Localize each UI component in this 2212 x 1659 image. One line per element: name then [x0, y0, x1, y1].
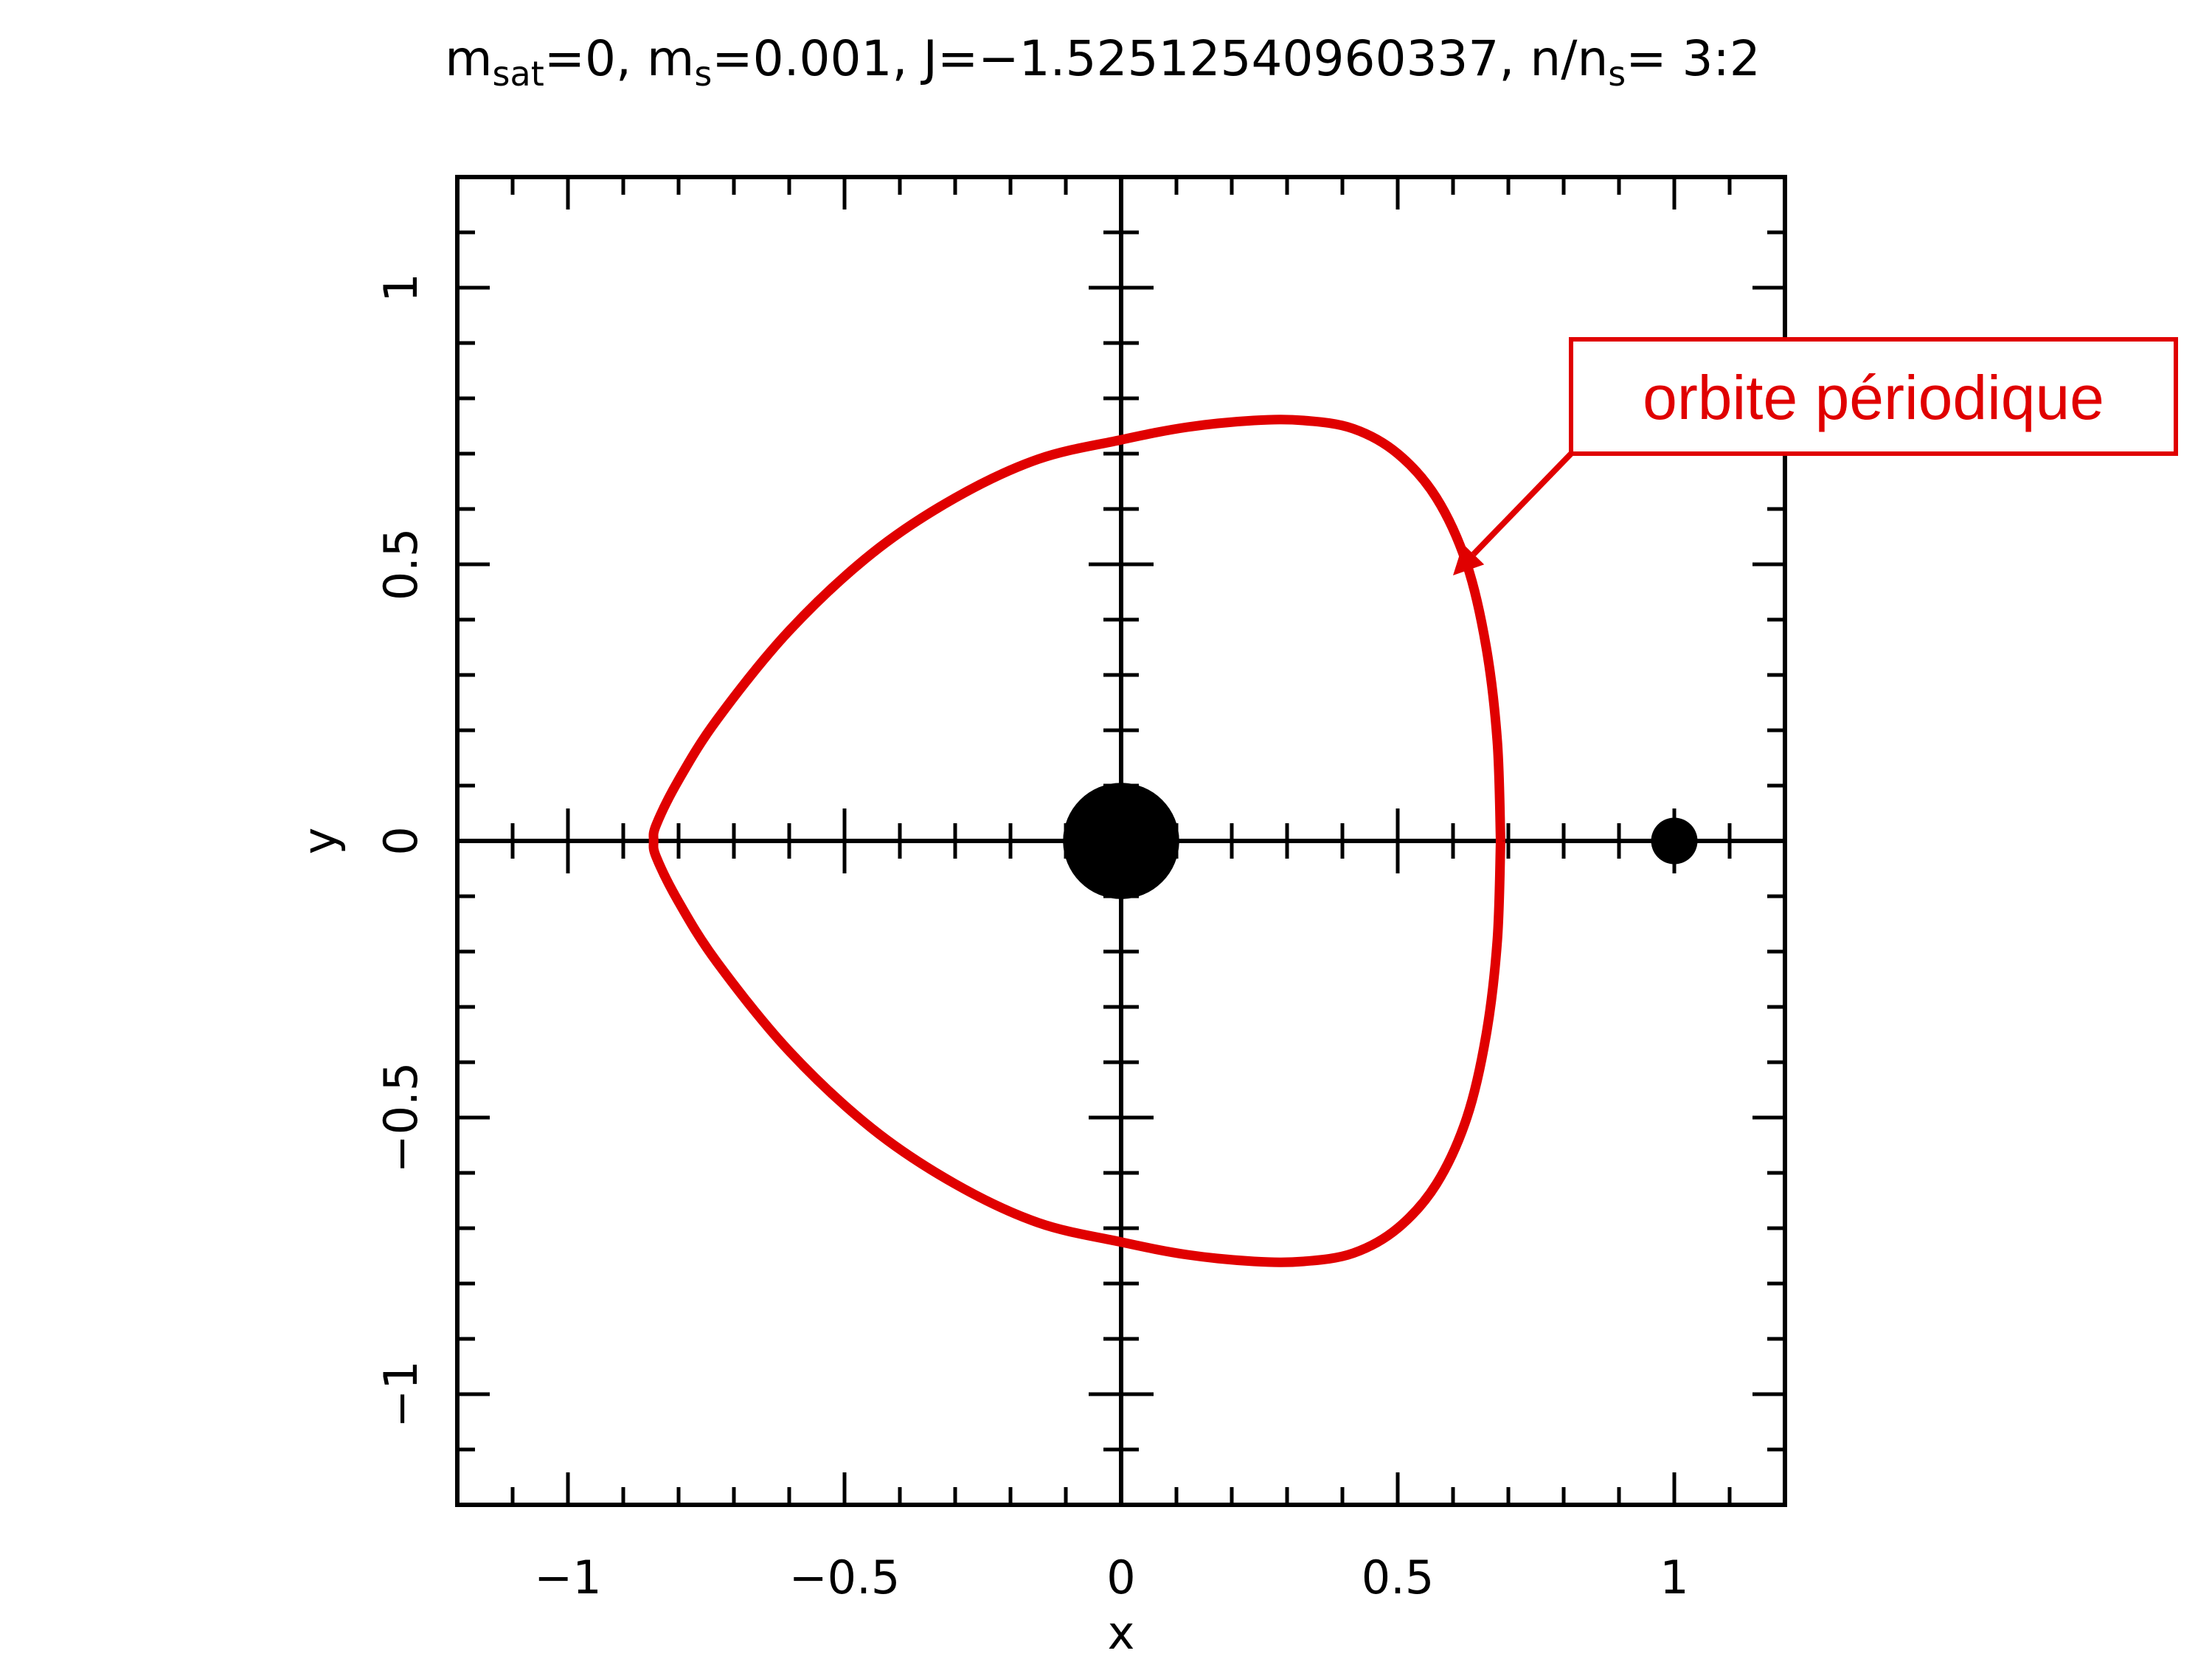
annotation: orbite périodique	[1453, 337, 2178, 575]
y-tick-label: −1	[374, 1360, 428, 1427]
title-m-sat-sub: sat	[493, 54, 544, 94]
annotation-text: orbite périodique	[1643, 363, 2104, 432]
chart-title: msat=0, ms=0.001, J=−1.52512540960337, n…	[445, 30, 1761, 94]
title-j: J=−1.52512540960337,	[920, 30, 1530, 87]
title-m-sat: m	[445, 30, 492, 87]
title-ratio-value: = 3:2	[1626, 30, 1761, 87]
title-ratio: n/n	[1530, 30, 1608, 87]
title-ratio-sub: s	[1608, 54, 1626, 94]
annotation-box	[1569, 337, 2178, 456]
y-axis-label: y	[293, 828, 347, 855]
orbit-line	[648, 415, 1505, 1267]
x-tick-label: 0	[1106, 1551, 1135, 1604]
x-tick-label: −1	[534, 1551, 601, 1604]
x-tick-label: 0.5	[1362, 1551, 1435, 1604]
annotation-arrowhead	[1453, 544, 1485, 575]
title-m-sat-value: =0,	[544, 30, 647, 87]
title-m-s-value: =0.001,	[712, 30, 923, 87]
annotation-arrow	[1471, 451, 1573, 557]
title-m-s-sub: s	[694, 54, 712, 94]
body-primary	[1063, 783, 1179, 899]
y-tick-label: 0	[374, 826, 428, 855]
y-tick-label: 1	[374, 273, 428, 302]
y-tick-label: −0.5	[374, 1062, 428, 1174]
series-group	[648, 415, 1505, 1267]
body-perturber	[1651, 817, 1698, 865]
x-tick-label: −0.5	[789, 1551, 901, 1604]
y-tick-label: 0.5	[374, 528, 428, 601]
bodies-group	[1063, 783, 1698, 899]
tick-labels: −1 −0.5 0 0.5 1 −1 −0.5 0 0.5 1	[374, 273, 1689, 1604]
title-m-s: m	[647, 30, 694, 87]
x-axis-label: x	[1108, 1606, 1135, 1659]
x-tick-label: 1	[1660, 1551, 1688, 1604]
